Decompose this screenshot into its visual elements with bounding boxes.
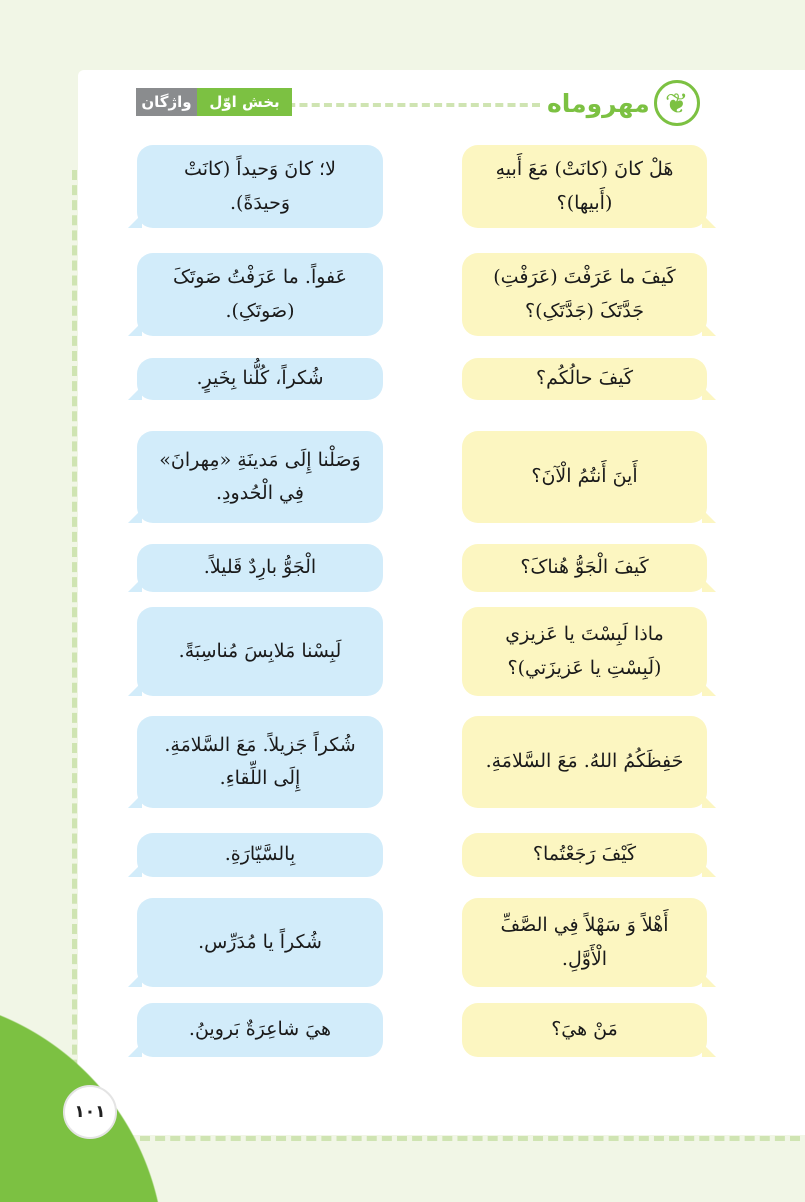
question-bubble: كَيفَ حالُكُم؟ xyxy=(462,358,716,400)
answer-bubble: الْجَوُّ بارِدٌ قَليلاً. xyxy=(128,544,383,592)
publisher-logo: ❦ مهروماه xyxy=(547,80,700,126)
answer-bubble: عَفواً. ما عَرَفْتُ صَوتَکَ (صَوتَکِ). xyxy=(128,253,383,336)
answer-bubble: شُكراً يا مُدَرِّس. xyxy=(128,898,383,987)
dashed-border-bottom xyxy=(140,1136,800,1141)
question-bubble: كَيفَ ما عَرَفْتَ (عَرَفْتِ) جَدَّتَکَ (… xyxy=(462,253,716,336)
question-bubble: ماذا لَبِسْتَ يا عَزيزي (لَبِسْتِ يا عَز… xyxy=(462,607,716,696)
question-bubble: مَنْ هيَ؟ xyxy=(462,1003,716,1057)
dashed-border-left xyxy=(72,170,77,1130)
logo-text: مهروماه xyxy=(547,88,650,118)
answer-bubble: لَبِسْنا مَلابِسَ مُناسِبَةً. xyxy=(128,607,383,696)
question-bubble: كَيفَ الْجَوُّ هُناکَ؟ xyxy=(462,544,716,592)
butterfly-icon: ❦ xyxy=(653,80,700,126)
chapter-tag: واژگان xyxy=(136,88,197,116)
page-number: ١٠١ xyxy=(63,1085,117,1139)
question-bubble: أَينَ أَنتُمُ الْآنَ؟ xyxy=(462,431,716,523)
answer-bubble: شُكراً، كُلُّنا بِخَيرٍ. xyxy=(128,358,383,400)
answer-bubble: بِالسَّيّارَةِ. xyxy=(128,833,383,877)
answer-bubble: هيَ شاعِرَةٌ بَروينُ. xyxy=(128,1003,383,1057)
dashed-header-line xyxy=(275,103,540,107)
section-tag: بخش اوّل xyxy=(197,88,292,116)
question-bubble: هَلْ كانَ (كانَتْ) مَعَ أَبيهِ (أَبيها)؟ xyxy=(462,145,716,228)
answer-bubble: لا؛ كانَ وَحيداً (كانَتْ وَحيدَةً). xyxy=(128,145,383,228)
question-bubble: أَهْلاً وَ سَهْلاً فِي الصَّفِّ الْأَوَّ… xyxy=(462,898,716,987)
question-bubble: كَيْفَ رَجَعْتُما؟ xyxy=(462,833,716,877)
question-bubble: حَفِظَكُمُ اللهُ. مَعَ السَّلامَةِ. xyxy=(462,716,716,808)
answer-bubble: وَصَلْنا إِلَى مَدينَةِ «مِهرانَ» فِي ال… xyxy=(128,431,383,523)
answer-bubble: شُكراً جَزيلاً. مَعَ السَّلامَةِ. إِلَى … xyxy=(128,716,383,808)
